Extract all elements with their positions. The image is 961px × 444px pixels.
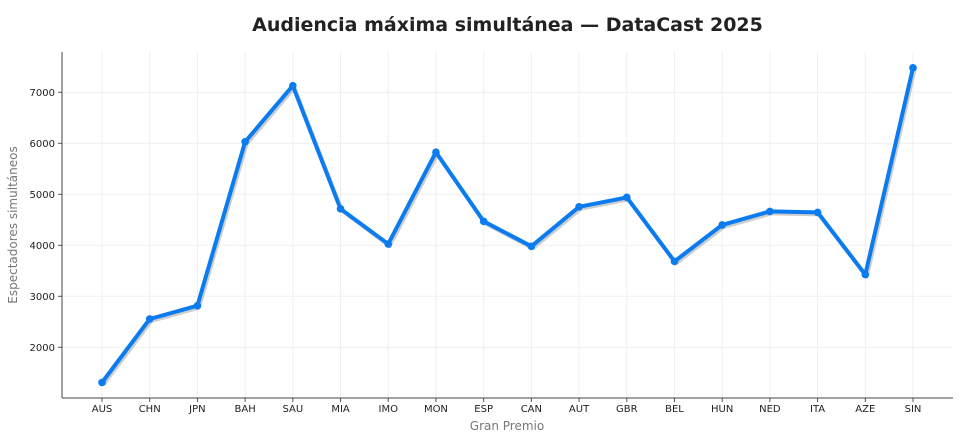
- x-tick-label: JPN: [188, 404, 205, 415]
- x-tick-label: SAU: [282, 404, 303, 415]
- data-point: [861, 270, 870, 279]
- x-tick-label: AZE: [855, 404, 875, 415]
- series-line: [100, 67, 915, 384]
- x-tick-label: AUT: [569, 404, 590, 415]
- data-series: [98, 64, 917, 387]
- data-point: [241, 137, 249, 146]
- x-tick-label: CAN: [521, 404, 542, 415]
- data-point: [622, 193, 631, 202]
- data-point: [766, 207, 774, 216]
- data-point: [336, 205, 345, 213]
- grid-lines: [62, 52, 953, 398]
- data-point: [813, 208, 822, 217]
- data-point: [718, 221, 726, 229]
- x-tick-label: MON: [424, 404, 448, 415]
- y-tick-label: 7000: [30, 88, 55, 99]
- x-tick-label: CHN: [139, 404, 161, 415]
- x-tick-label: AUS: [92, 404, 113, 415]
- series-shadow: [101, 69, 917, 386]
- data-point: [670, 257, 679, 266]
- data-point: [289, 81, 297, 90]
- axes: [58, 52, 953, 402]
- y-tick-label: 4000: [30, 241, 55, 252]
- data-point: [98, 378, 106, 387]
- tick-labels: 2000 3000 4000 5000 6000 7000 AUS CHN JPN BAH SAU M…: [30, 88, 922, 415]
- data-point: [909, 64, 917, 72]
- x-tick-label: ITA: [810, 404, 825, 415]
- data-point: [575, 202, 583, 211]
- x-tick-label: BEL: [665, 404, 684, 415]
- x-tick-label: SIN: [905, 404, 922, 415]
- data-point: [527, 242, 536, 251]
- data-point: [145, 315, 154, 323]
- x-axis-label: Gran Premio: [469, 419, 545, 433]
- data-point: [193, 301, 202, 310]
- x-tick-label: BAH: [235, 404, 256, 415]
- x-tick-label: HUN: [711, 404, 733, 415]
- x-tick-label: NED: [759, 404, 781, 415]
- data-point: [432, 148, 440, 157]
- x-tick-label: IMO: [379, 404, 399, 415]
- x-tick-label: MIA: [331, 404, 350, 415]
- y-tick-label: 5000: [30, 190, 55, 201]
- y-tick-label: 6000: [30, 139, 55, 150]
- y-tick-label: 2000: [30, 343, 55, 354]
- chart-title: Audiencia máxima simultánea — DataCast 2…: [252, 14, 763, 36]
- y-tick-label: 3000: [30, 292, 55, 303]
- x-tick-label: GBR: [616, 404, 638, 415]
- data-point: [384, 240, 393, 248]
- data-point: [479, 217, 488, 226]
- x-tick-label: ESP: [474, 404, 493, 415]
